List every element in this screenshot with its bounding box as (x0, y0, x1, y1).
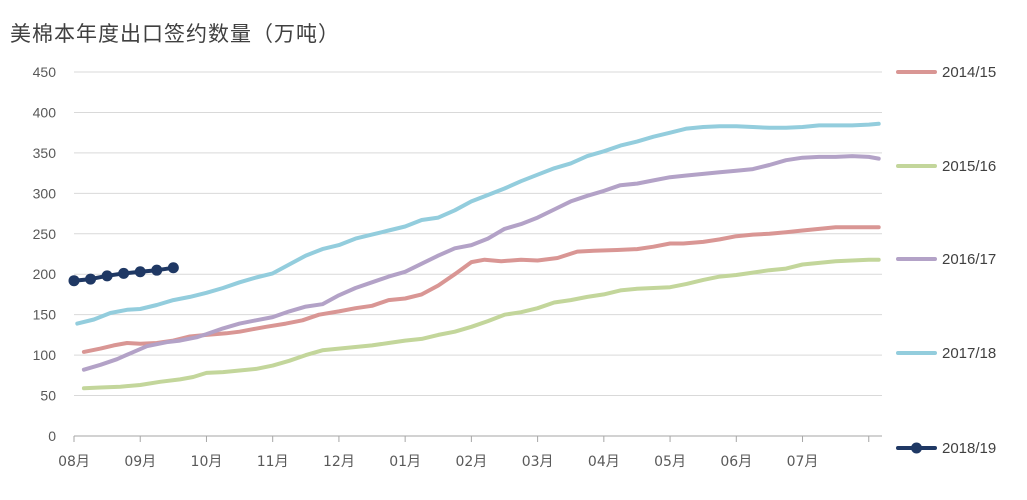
y-tick-label: 300 (33, 185, 57, 201)
x-tick-label: 03月 (522, 454, 554, 470)
legend-marker-2018-19 (911, 442, 922, 454)
series-line-2016-17 (81, 154, 881, 372)
y-tick-label: 350 (33, 145, 57, 161)
data-point-2018-19 (151, 264, 163, 276)
x-tick-label: 11月 (257, 454, 289, 470)
gridlines (74, 71, 882, 397)
series-lines (68, 121, 881, 391)
legend-label-2015-16: 2015/16 (942, 158, 996, 175)
data-point-2018-19 (167, 262, 179, 274)
x-tick-label: 01月 (389, 454, 421, 470)
y-tick-label: 150 (33, 307, 57, 323)
x-tick-label: 09月 (124, 454, 156, 470)
x-tick-label: 02月 (455, 454, 487, 470)
y-tick-label: 100 (33, 347, 57, 363)
y-tick-label: 200 (33, 266, 57, 282)
y-axis-tick-labels: 0 50 100 150 200 250 300 350 400 450 (33, 64, 57, 444)
x-tick-label: 10月 (191, 454, 223, 470)
x-tick-label: 08月 (58, 454, 90, 470)
y-tick-label: 50 (40, 388, 56, 404)
chart-title: 美棉本年度出口签约数量（万吨） (10, 22, 340, 46)
legend: 2014/15 2015/16 2016/17 2017/18 2018/19 (896, 64, 996, 457)
legend-label-2018-19: 2018/19 (942, 440, 996, 457)
x-tick-label: 05月 (654, 454, 686, 470)
data-point-2018-19 (101, 270, 113, 282)
data-point-2018-19 (85, 273, 97, 285)
series-line-2015-16 (81, 257, 881, 391)
x-axis: 08月 09月 10月 11月 12月 01月 02月 03月 04月 05月 06月 07月 (58, 435, 882, 470)
series-line-2017-18 (75, 121, 881, 326)
y-tick-label: 0 (48, 428, 56, 444)
legend-label-2017-18: 2017/18 (942, 345, 996, 362)
y-tick-label: 450 (33, 64, 57, 80)
y-tick-label: 400 (33, 104, 57, 120)
y-tick-label: 250 (33, 226, 57, 242)
x-tick-label: 07月 (787, 454, 819, 470)
data-point-2018-19 (134, 266, 146, 278)
x-tick-label: 04月 (588, 454, 620, 470)
data-point-2018-19 (118, 267, 130, 279)
x-tick-label: 12月 (323, 454, 355, 470)
legend-label-2016-17: 2016/17 (942, 251, 996, 268)
x-tick-label: 06月 (720, 454, 752, 470)
data-point-2018-19 (68, 275, 80, 287)
legend-label-2014-15: 2014/15 (942, 64, 996, 81)
